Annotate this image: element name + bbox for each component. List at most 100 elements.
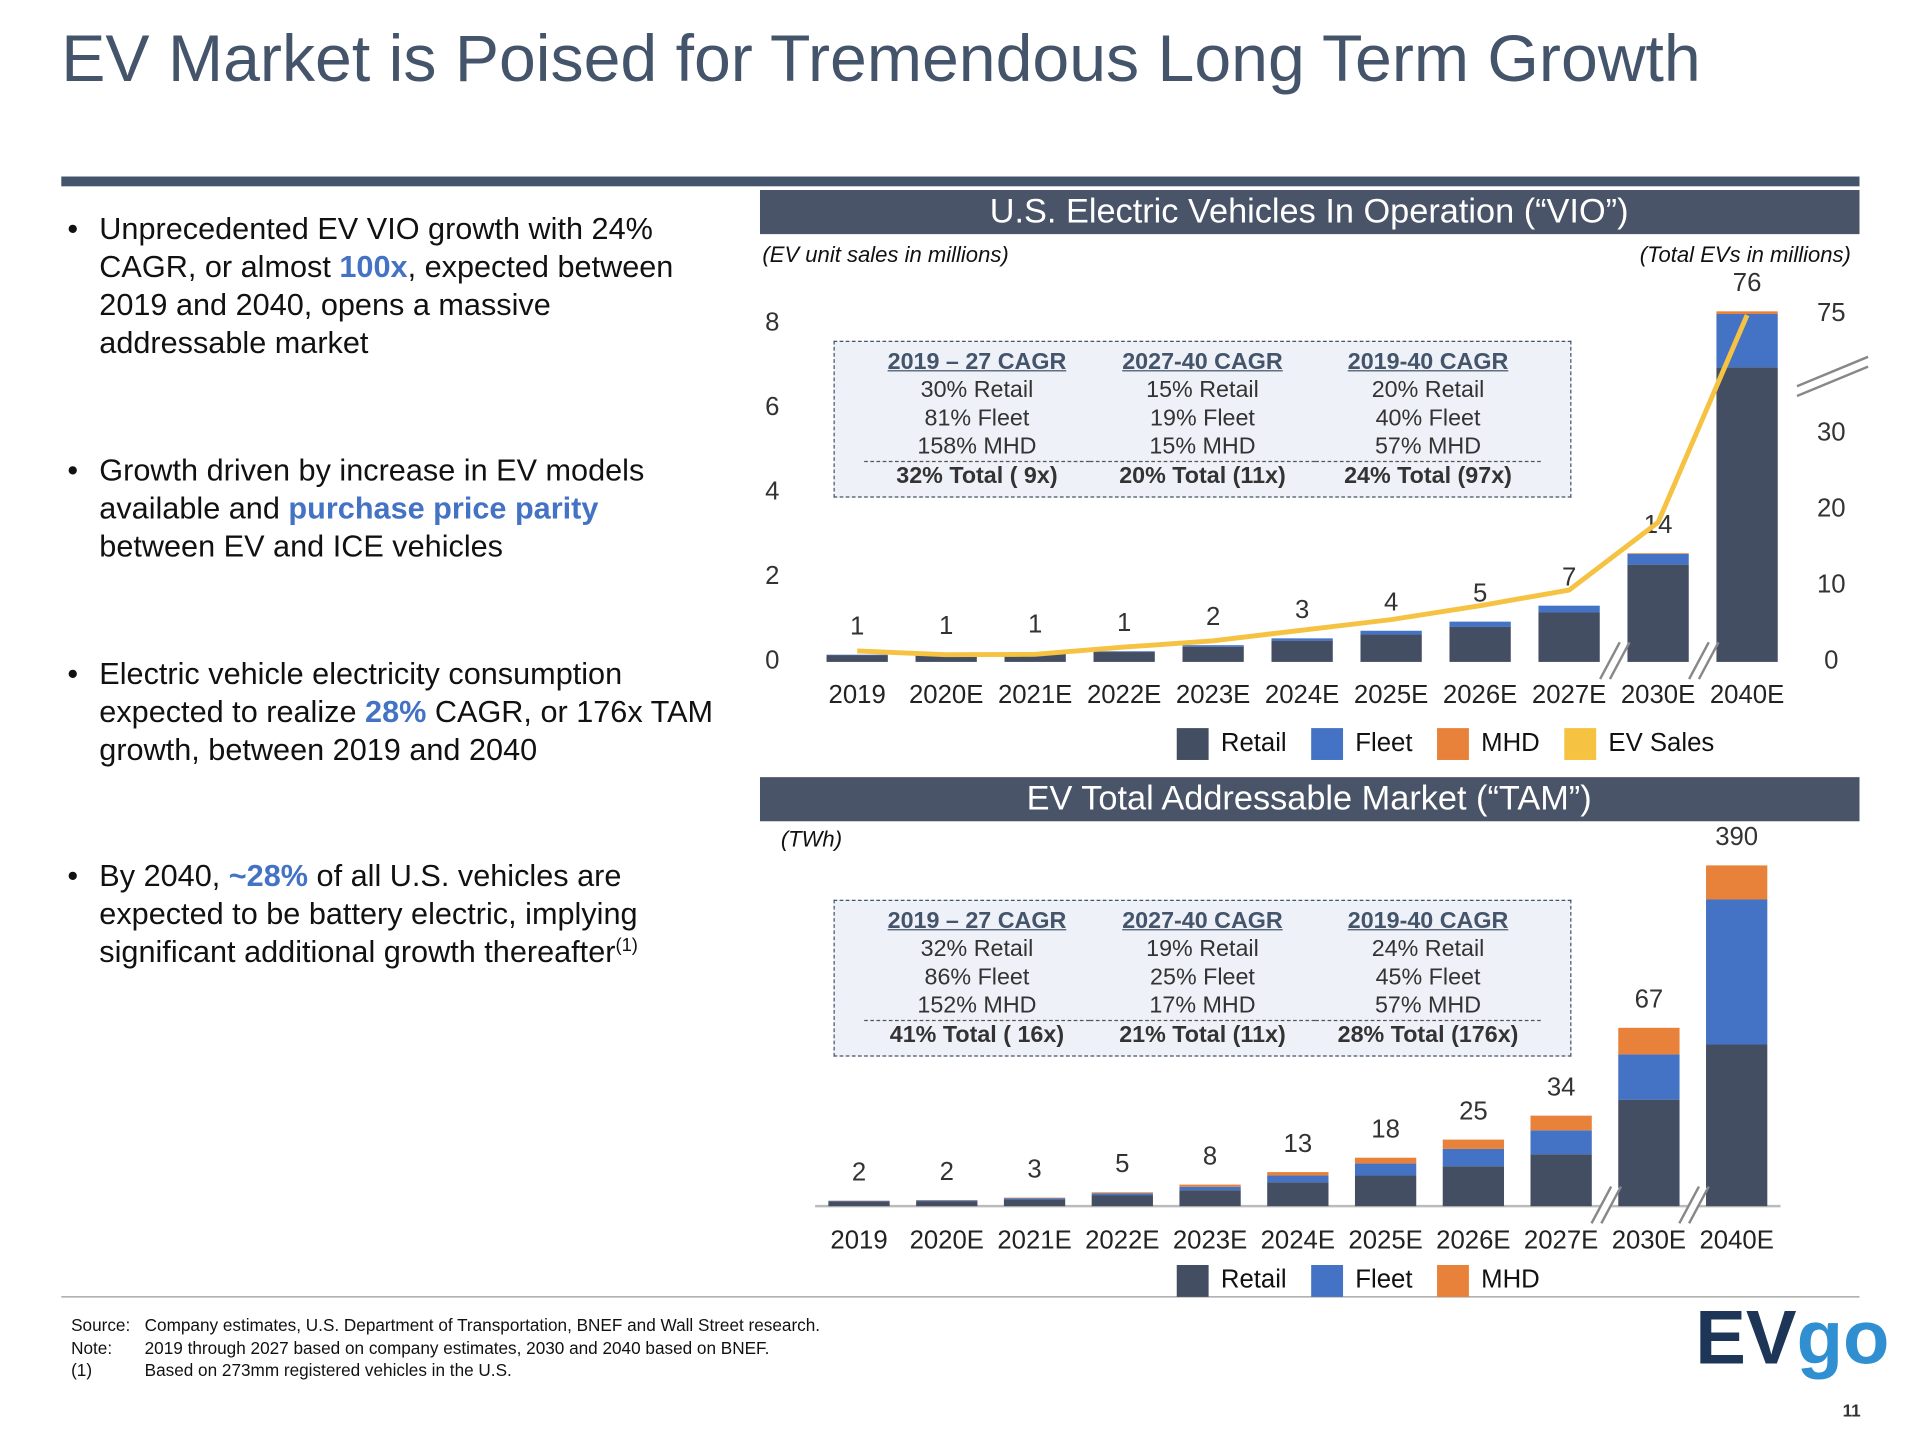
axis-break (1795, 357, 1870, 396)
cagr-line: 25% Fleet (1150, 964, 1255, 991)
cagr-header: 2019 – 27 CAGR (887, 349, 1067, 376)
x-tick-label: 2024E (1265, 681, 1339, 709)
bar-segment (1538, 605, 1600, 613)
axis-break (1796, 365, 1869, 398)
footnote-text: Company estimates, U.S. Department of Tr… (145, 1315, 820, 1335)
x-tick-label: 2020E (910, 1227, 984, 1255)
x-tick-label: 2030E (1621, 681, 1695, 709)
bullet-text: of all U.S. vehicles are expected to be … (99, 859, 638, 970)
y-axis-label: (TWh) (781, 827, 842, 852)
cagr-total: 24% Total (97x) (1315, 460, 1541, 490)
bar-segment (1093, 652, 1155, 662)
chart-header (759, 189, 1860, 235)
axis-break (1600, 1185, 1623, 1224)
bullet-text: , expected between 2019 and 2040, opens … (99, 250, 674, 361)
x-tick-label: 2025E (1354, 681, 1428, 709)
chart-title: U.S. Electric Vehicles In Operation (“VI… (990, 192, 1629, 230)
cagr-total: 21% Total (11x) (1089, 1019, 1316, 1049)
x-tick-label: 2026E (1443, 681, 1517, 709)
cagr-line: 30% Retail (920, 377, 1034, 404)
footnote-label: Note: (71, 1338, 112, 1358)
bullet-text: Growth driven by increase in EV models a… (99, 453, 645, 526)
y2-tick-label: 0 (1824, 647, 1838, 675)
cagr-line: 40% Fleet (1375, 405, 1481, 432)
highlight-text: 100x (339, 250, 408, 285)
bar-segment (1179, 1186, 1241, 1191)
bar-segment (1442, 1139, 1505, 1149)
cagr-total: 28% Total (176x) (1315, 1019, 1541, 1049)
chart-header (759, 777, 1860, 822)
bullet-text: CAGR, or 176x TAM growth, between 2019 a… (99, 695, 714, 768)
total-label: 18 (1371, 1116, 1400, 1144)
bar-segment (1179, 1190, 1241, 1207)
bar-segment (1003, 1199, 1066, 1207)
x-tick-label: 2022E (1087, 681, 1161, 709)
bullet-text: (1) (615, 934, 638, 956)
bar-segment (828, 1200, 890, 1202)
y-tick-label: 4 (765, 478, 779, 506)
legend-swatch (1176, 728, 1209, 760)
x-tick-label: 2040E (1710, 681, 1784, 709)
bar-segment (1091, 1195, 1153, 1207)
total-label: 25 (1459, 1097, 1488, 1125)
axis-break (1688, 641, 1710, 680)
cagr-line: 15% MHD (1149, 433, 1256, 460)
footnote-text: Based on 273mm registered vehicles in th… (145, 1360, 512, 1380)
bar-segment (1179, 1184, 1241, 1187)
bar-segment (1716, 367, 1778, 662)
bar-segment (1618, 1054, 1680, 1100)
y-tick-label: 6 (765, 393, 779, 421)
total-label: 2 (940, 1158, 954, 1186)
bar-segment (1354, 1175, 1417, 1207)
axis-break (1796, 355, 1869, 388)
bar-segment (1354, 1157, 1417, 1164)
bar-segment (1271, 638, 1333, 641)
y2-axis-label: (Total EVs in millions) (1640, 242, 1851, 267)
cagr-table: 2019 – 27 CAGR 2027-40 CAGR 2019-40 CAGR 32… (833, 899, 1572, 1057)
y-tick-label: 8 (765, 308, 779, 336)
bar-segment (1267, 1175, 1329, 1183)
chart-title: EV Total Addressable Market (“TAM”) (1027, 779, 1592, 817)
cagr-line: 19% Fleet (1150, 405, 1255, 432)
legend-label: MHD (1481, 1266, 1540, 1294)
highlight-text: ~28% (228, 859, 309, 894)
total-label: 13 (1284, 1130, 1313, 1158)
bullet-text: between EV and ICE vehicles (99, 529, 504, 564)
x-tick-label: 2030E (1612, 1227, 1686, 1255)
x-tick-label: 2040E (1699, 1227, 1773, 1255)
bullet: By 2040, ~28% of all U.S. vehicles are e… (67, 858, 718, 972)
total-label: 8 (1203, 1142, 1217, 1170)
total-label: 1 (850, 613, 864, 641)
bar-segment (1003, 1197, 1066, 1199)
x-tick-label: 2022E (1085, 1227, 1159, 1255)
bar-segment (1271, 640, 1333, 662)
bullet: Growth driven by increase in EV models a… (67, 452, 718, 566)
x-tick-label: 2023E (1173, 1227, 1247, 1255)
total-label: 4 (1384, 589, 1398, 617)
axis-break (1592, 1184, 1621, 1226)
bar-segment (828, 1201, 890, 1207)
axis-break (1688, 1185, 1710, 1224)
bullet-text: Electric vehicle electricity consumption… (99, 657, 623, 730)
bar-segment (1530, 1130, 1592, 1155)
x-tick-label: 2024E (1261, 1227, 1335, 1255)
total-label: 34 (1547, 1073, 1576, 1101)
legend-label: MHD (1481, 729, 1540, 757)
total-label: 1 (1117, 609, 1131, 637)
x-tick-label: 2019 (830, 1227, 887, 1255)
cagr-header: 2027-40 CAGR (1122, 908, 1283, 935)
legend-swatch (1437, 728, 1469, 760)
cagr-line: 152% MHD (917, 992, 1037, 1019)
bar-segment (1538, 612, 1600, 662)
axis-break (1697, 641, 1720, 680)
cagr-total: 41% Total ( 16x) (864, 1019, 1090, 1049)
legend-swatch (1437, 1264, 1469, 1297)
total-label: 67 (1635, 986, 1664, 1014)
bar-segment (1091, 1193, 1153, 1196)
legend-swatch (1311, 728, 1344, 760)
total-label: 3 (1295, 596, 1309, 624)
bar-segment (826, 655, 888, 662)
y2-tick-label: 20 (1817, 495, 1846, 523)
